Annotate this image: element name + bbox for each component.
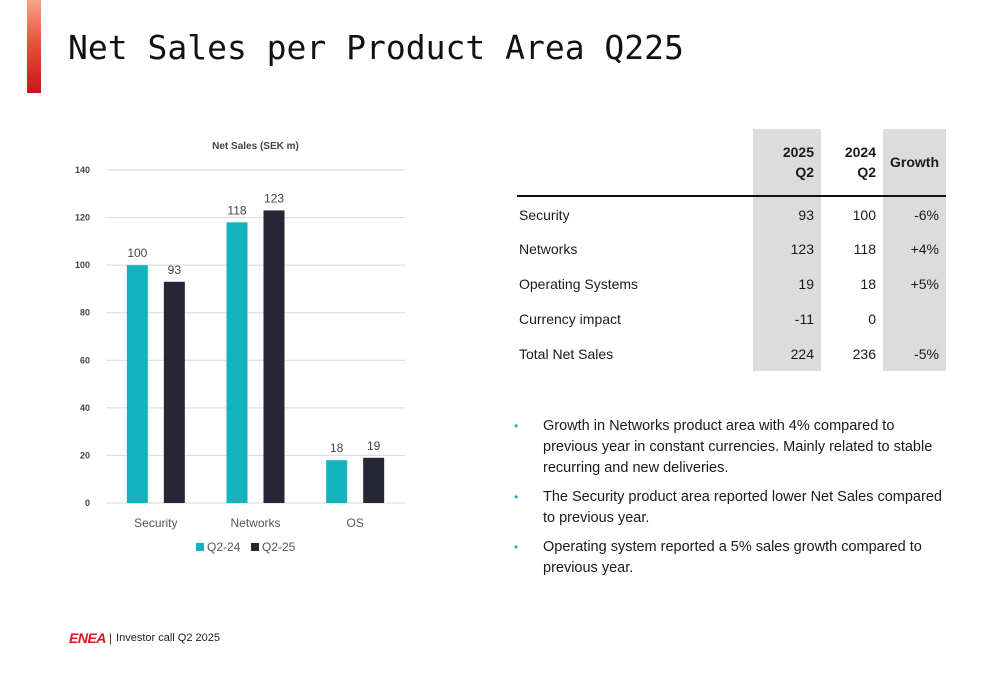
table-cell-label: Total Net Sales [519,345,614,362]
category-label: Security [134,516,177,530]
category-label: Networks [230,516,280,530]
bullet-item: • The Security product area reported lowe… [512,487,952,529]
y-tick-label: 80 [80,308,90,318]
data-label: 18 [330,441,344,455]
table-header-label [517,129,753,196]
legend-swatch [196,543,204,551]
bullet-item: • Operating system reported a 5% sales gr… [512,537,952,579]
table-row: Security 93 100 -6% [517,196,946,231]
bullet-dot-icon: • [514,419,519,433]
table-header-2024: 2024 Q2 [821,129,883,196]
chart-svg: Net Sales (SEK m) 0 20 40 60 80 100 120 140 100 93… [75,141,405,554]
table-cell-growth: +5% [883,266,946,301]
legend-swatch [251,543,259,551]
accent-bar [27,0,41,93]
bullet-list: • Growth in Networks product area with 4%… [512,416,952,587]
legend-label: Q2-24 [207,540,241,554]
table-cell-label: Networks [519,240,578,257]
table-cell-2025: 19 [753,266,821,301]
table-cell-growth: +4% [883,231,946,266]
header-2024-quarter: Q2 [857,164,876,180]
header-2025-quarter: Q2 [795,164,814,180]
table-cell-2025: 93 [753,196,821,231]
footer-text: Investor call Q2 2025 [116,632,220,644]
net-sales-table: 2025 Q2 2024 Q2 Growth Security 93 100 -6% N… [517,129,946,371]
chart-title: Net Sales (SEK m) [212,141,299,152]
table-cell-growth [883,301,946,336]
table-cell-2024: 0 [868,310,876,327]
bullet-text: Operating system reported a 5% sales gro… [543,539,922,576]
data-label: 123 [264,191,284,205]
table-cell-2025: 224 [753,336,821,371]
bullet-text: Growth in Networks product area with 4% … [543,418,933,476]
data-label: 93 [168,263,182,277]
footer-separator: | [108,631,113,645]
table-body: Security 93 100 -6% Networks 123 118 +4% Operati… [517,196,946,371]
data-label: 118 [227,203,246,217]
table-cell-label: Security [519,207,570,223]
category-label: OS [346,516,363,530]
bar-q2-25 [163,281,185,503]
table-cell-2024: 118 [853,240,876,257]
bar-q2-25 [263,210,285,503]
enea-logo: ENEA [69,630,106,646]
table-cell-growth: -5% [883,336,946,371]
legend-label: Q2-25 [262,540,296,554]
footer: ENEA | Investor call Q2 2025 [69,630,220,646]
table-row: Operating Systems 19 18 +5% [517,266,946,301]
table-header-row: 2025 Q2 2024 Q2 Growth [517,129,946,196]
bullet-dot-icon: • [514,540,519,554]
y-tick-label: 20 [80,450,90,460]
header-2025-year: 2025 [782,144,814,160]
table-cell-2024: 236 [852,345,876,362]
y-tick-label: 140 [75,165,90,175]
table-cell-2025: 123 [753,231,821,266]
data-label: 100 [127,246,147,260]
net-sales-chart: Net Sales (SEK m) 0 20 40 60 80 100 120 140 100 93… [60,130,420,570]
y-tick-label: 0 [85,498,90,508]
table-cell-label: Operating Systems [519,275,639,292]
table-row: Networks 123 118 +4% [517,231,946,266]
header-2024-year: 2024 [844,144,876,160]
table-row: Currency impact -11 0 [517,301,946,336]
table-cell-2025: -11 [753,301,821,336]
table-header-growth: Growth [883,129,946,196]
y-tick-label: 120 [75,213,90,223]
bar-q2-25 [363,457,385,503]
table-cell-growth: -6% [883,196,946,231]
table-cell-2024: 100 [852,207,876,223]
table-row: Total Net Sales 224 236 -5% [517,336,946,371]
page-title: Net Sales per Product Area Q225 [68,28,684,67]
bullet-dot-icon: • [514,490,519,504]
bullet-text: The Security product area reported lower… [543,489,942,526]
table-cell-2024: 18 [860,275,876,292]
y-tick-label: 40 [80,403,90,413]
data-label: 19 [367,439,381,453]
bullet-item: • Growth in Networks product area with 4%… [512,416,952,479]
table-header-2025: 2025 Q2 [753,129,821,196]
bar-q2-24 [126,265,148,503]
y-tick-label: 100 [75,260,90,270]
bar-q2-24 [326,460,348,503]
table-cell-label: Currency impact [519,310,621,327]
bar-q2-24 [226,222,248,503]
y-tick-label: 60 [80,355,90,365]
